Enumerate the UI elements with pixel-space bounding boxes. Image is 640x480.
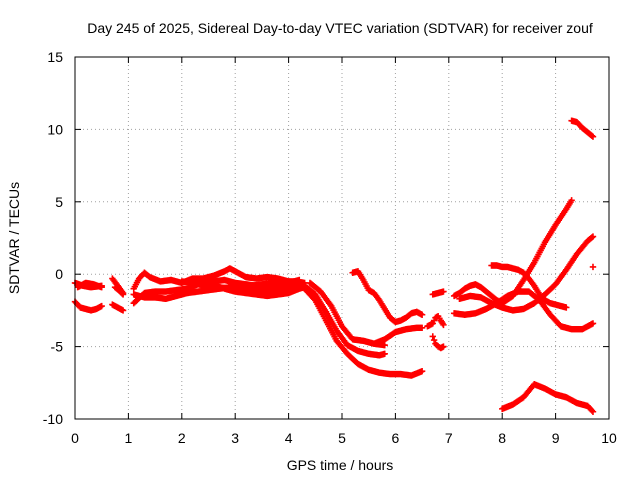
series-arc-17 [424, 312, 447, 330]
data-point [589, 263, 597, 271]
series-arc-4 [109, 301, 127, 314]
grid-lines [75, 57, 609, 419]
series-arc-6 [111, 284, 127, 298]
x-tick-label: 9 [552, 430, 560, 446]
x-tick-label: 10 [601, 430, 617, 446]
data-points [71, 117, 597, 415]
series-arc-15 [349, 268, 426, 326]
series-arc-1 [71, 298, 105, 314]
x-tick-label: 4 [285, 430, 293, 446]
data-point [568, 197, 575, 204]
series-arc-3 [74, 279, 105, 291]
y-tick-label: 10 [47, 121, 63, 137]
data-point [429, 333, 436, 340]
y-tick-label: 5 [55, 194, 63, 210]
data-point [588, 407, 596, 414]
series-arc-16 [370, 324, 426, 347]
data-point [589, 133, 597, 140]
series-arc-22 [456, 233, 597, 314]
data-point [588, 234, 596, 241]
data-point [119, 291, 127, 298]
series-arc-14 [306, 279, 388, 349]
series-arc-21 [450, 288, 597, 333]
data-point [440, 343, 447, 350]
series-arc-13 [301, 282, 388, 359]
data-point [381, 341, 388, 349]
x-tick-label: 2 [178, 430, 186, 446]
x-tick-label: 6 [392, 430, 400, 446]
x-tick-label: 8 [498, 430, 506, 446]
x-tick-label: 5 [338, 430, 346, 446]
series-arc-19 [429, 288, 447, 298]
data-point [588, 132, 596, 139]
series-arc-20 [450, 197, 575, 307]
series-arc-24 [499, 381, 597, 415]
y-tick-label: 0 [55, 266, 63, 282]
series-arc-25 [568, 117, 597, 140]
data-point [418, 368, 426, 375]
series-arc-11 [221, 284, 308, 300]
data-point [440, 288, 447, 295]
series-arc-10 [178, 276, 303, 289]
series-arc-18 [429, 333, 447, 352]
data-point [118, 290, 126, 297]
data-point [589, 320, 597, 327]
y-tick-label: -10 [43, 411, 63, 427]
series-arc-23 [488, 262, 570, 311]
data-point [589, 233, 597, 240]
x-tick-label: 0 [71, 430, 79, 446]
axis-ticks: 0 1 2 3 4 5 6 7 8 9 10 -10 -5 0 5 10 15 [43, 49, 617, 446]
x-tick-label: 7 [445, 430, 453, 446]
y-tick-label: -5 [51, 339, 64, 355]
chart-title: Day 245 of 2025, Sidereal Day-to-day VTE… [87, 20, 593, 36]
data-point [418, 311, 426, 318]
data-point [430, 336, 438, 344]
x-tick-label: 3 [231, 430, 239, 446]
series-arc-26 [589, 263, 597, 271]
y-axis-label: SDTVAR / TECUs [6, 182, 22, 294]
data-point [296, 276, 303, 284]
data-point [98, 284, 105, 291]
data-point [98, 302, 105, 310]
x-axis-label: GPS time / hours [287, 457, 394, 473]
y-tick-label: 15 [47, 49, 63, 65]
data-point [589, 408, 597, 415]
data-point [418, 324, 426, 331]
data-point [440, 321, 447, 329]
data-point [381, 350, 388, 358]
data-point [563, 304, 570, 311]
plot-frame [74, 56, 610, 420]
data-point [119, 307, 127, 314]
x-tick-label: 1 [125, 430, 133, 446]
